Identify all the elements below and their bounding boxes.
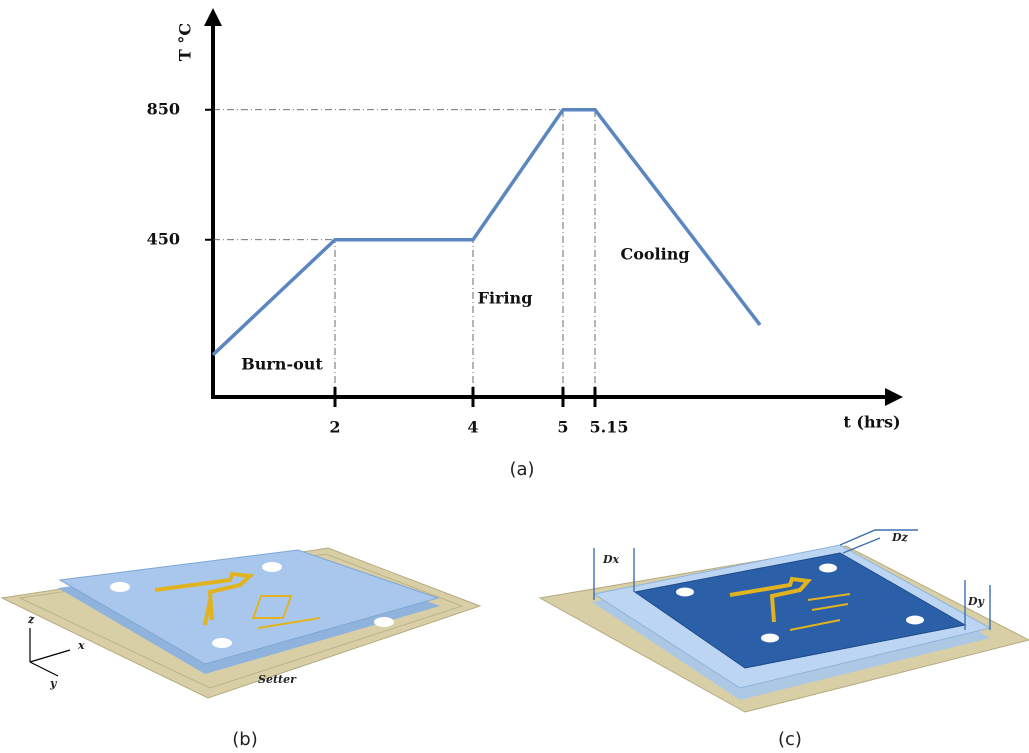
caption: (b): [232, 729, 257, 750]
x-arrow: [885, 388, 903, 406]
label: Dx: [602, 553, 620, 566]
circuit: [154, 571, 255, 626]
hole: [110, 582, 130, 592]
label: Dy: [967, 595, 986, 608]
hole: [374, 617, 394, 627]
y-tick-label: 450: [147, 229, 180, 248]
circuit: [729, 576, 813, 623]
caption: (a): [509, 459, 534, 480]
circuit: [257, 617, 321, 629]
annotation: Firing: [478, 289, 533, 308]
illustration-c: Dx Dz Dy: [538, 529, 1029, 713]
hole: [212, 638, 232, 648]
hole: [676, 587, 694, 597]
plate: [58, 549, 440, 665]
label: Dz: [891, 531, 909, 544]
hole: [819, 563, 837, 573]
temperature-line: [211, 108, 762, 357]
label: y: [49, 677, 58, 690]
label: z: [27, 613, 35, 626]
x-tick-label: 5: [557, 418, 568, 437]
annotation: Cooling: [620, 245, 689, 264]
hole: [761, 633, 779, 643]
sensor: [251, 595, 293, 619]
label: x: [77, 639, 85, 652]
dimension-lines: [593, 529, 991, 630]
hole: [262, 562, 282, 572]
x-tick-label: 5.15: [590, 418, 629, 437]
illustration-b: Setter z x y: [0, 547, 482, 699]
x-tick-label: 2: [329, 418, 340, 437]
label: Setter: [258, 673, 297, 686]
x-tick-label: 4: [467, 418, 478, 437]
x-axis-label: t (hrs): [843, 413, 900, 432]
y-axis-label: T °C: [176, 23, 195, 61]
circuit: [789, 593, 851, 631]
hole: [906, 615, 924, 625]
annotation: Burn-out: [241, 355, 323, 374]
caption: (c): [778, 729, 802, 750]
y-tick-label: 850: [147, 99, 180, 118]
y-arrow: [204, 8, 222, 26]
axes: [204, 8, 903, 406]
axes-icon: [29, 628, 71, 677]
